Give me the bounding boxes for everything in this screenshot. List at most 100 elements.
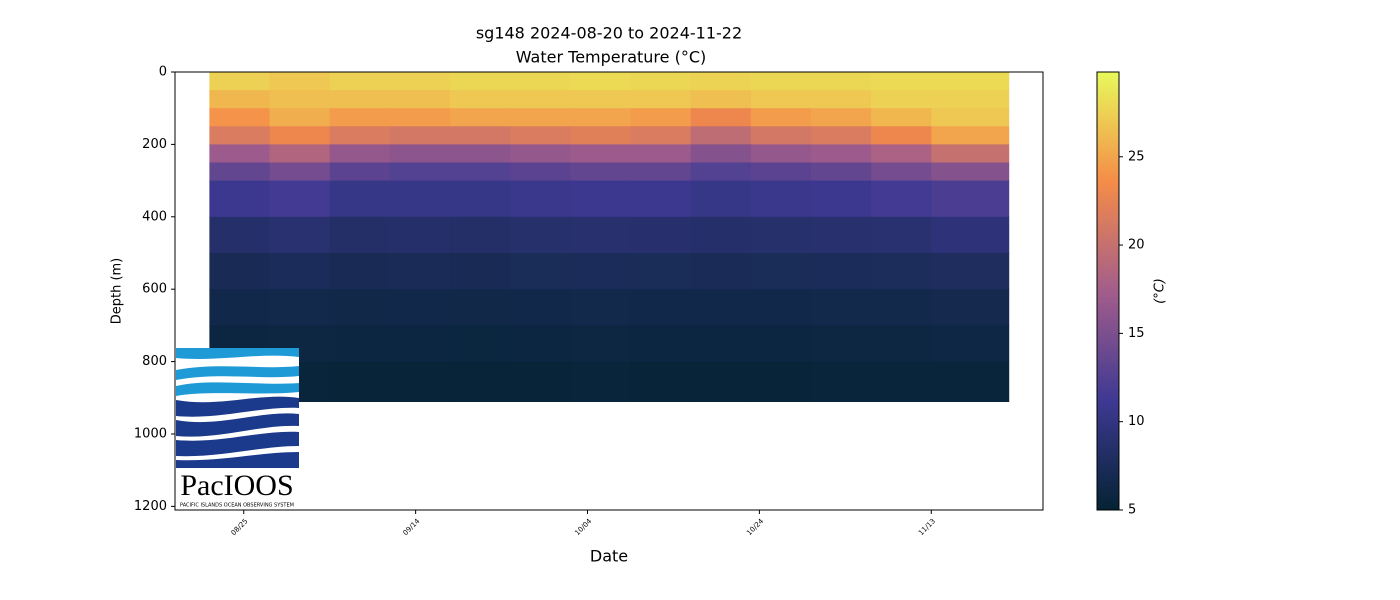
heatmap-cell [329,144,391,164]
heatmap-cell [510,325,571,363]
heatmap-cell [690,216,752,254]
plot-frame [174,71,1044,511]
heatmap-cell [389,252,451,290]
heatmap-cell [209,289,271,326]
heatmap-cell [871,361,932,403]
x-tick-label: 08/25 [230,517,250,537]
heatmap-cell [630,144,692,164]
heatmap-cell [389,162,451,182]
logo: PacIOOS PACIFIC ISLANDS OCEAN OBSERVING … [176,348,299,509]
heatmap-cell [931,325,1010,363]
heatmap-cell [269,162,331,182]
heatmap-cell [931,162,1010,182]
heatmap-cell [931,252,1010,290]
y-tick-label: 600 [142,282,167,297]
heatmap-cell [329,325,391,363]
logo-wave [176,413,299,437]
heatmap-cell [750,252,812,290]
heatmap-cell [269,90,331,109]
heatmap-cell [450,108,511,127]
y-axis-label: Depth (m) [110,258,125,325]
heatmap-cell [209,144,271,164]
heatmap-cell [269,126,331,145]
heatmap-cell [329,180,391,218]
heatmap-cell [931,216,1010,254]
heatmap-cell [570,162,632,182]
heatmap-cell [931,180,1010,218]
heatmap-cell [630,180,692,218]
heatmap-cell [269,180,331,218]
heatmap-cell [871,325,932,363]
heatmap-cell [209,108,271,127]
heatmap-cell [450,90,511,109]
heatmap-cell [810,90,872,109]
heatmap-cell [871,216,932,254]
heatmap-cell [630,126,692,145]
heatmap-cell [329,90,391,109]
heatmap-cell [690,252,752,290]
heatmap-cell [931,126,1010,145]
heatmap-cell [209,126,271,145]
heatmap-cell [570,72,632,91]
heatmap-cell [510,216,571,254]
heatmap-cell [931,361,1010,403]
heatmap-cell [931,289,1010,326]
heatmap-cell [329,252,391,290]
heatmap-cell [871,252,932,290]
heatmap-cell [690,144,752,164]
heatmap-cell [690,72,752,91]
heatmap-cell [570,90,632,109]
heatmap [209,72,1010,403]
heatmap-cell [450,252,511,290]
heatmap-cell [389,361,451,403]
heatmap-cell [871,90,932,109]
heatmap-cell [871,162,932,182]
heatmap-cell [630,72,692,91]
heatmap-cell [329,162,391,182]
heatmap-cell [450,216,511,254]
heatmap-cell [269,216,331,254]
heatmap-cell [750,289,812,326]
logo-wave [176,382,299,396]
heatmap-cell [450,144,511,164]
heatmap-cell [810,180,872,218]
heatmap-cell [750,216,812,254]
heatmap-cell [630,108,692,127]
heatmap-cell [931,108,1010,127]
heatmap-cell [269,252,331,290]
heatmap-cell [810,162,872,182]
x-axis-label: Date [590,547,628,566]
logo-wave [176,452,299,468]
heatmap-cell [329,216,391,254]
colorbar [1096,71,1120,511]
heatmap-cell [450,361,511,403]
heatmap-cell [329,72,391,91]
colorbar-tick-label: 25 [1128,149,1145,164]
heatmap-cell [630,325,692,363]
heatmap-cell [630,289,692,326]
heatmap-cell [389,325,451,363]
logo-wave [176,431,299,457]
heatmap-cell [510,144,571,164]
heatmap-cell [269,144,331,164]
heatmap-cell [510,289,571,326]
logo-wave [176,348,299,359]
heatmap-cell [690,325,752,363]
heatmap-cell [389,126,451,145]
heatmap-cell [329,361,391,403]
heatmap-cell [209,216,271,254]
heatmap-cell [750,108,812,127]
logo-tagline: PACIFIC ISLANDS OCEAN OBSERVING SYSTEM [180,503,294,509]
heatmap-cell [329,126,391,145]
heatmap-cell [510,180,571,218]
heatmap-cell [810,108,872,127]
heatmap-cell [450,325,511,363]
heatmap-cell [871,144,932,164]
heatmap-cell [690,289,752,326]
heatmap-cell [871,180,932,218]
heatmap-cell [690,90,752,109]
y-tick-label: 200 [142,137,167,152]
heatmap-cell [510,90,571,109]
heatmap-cell [750,325,812,363]
heatmap-cell [389,144,451,164]
